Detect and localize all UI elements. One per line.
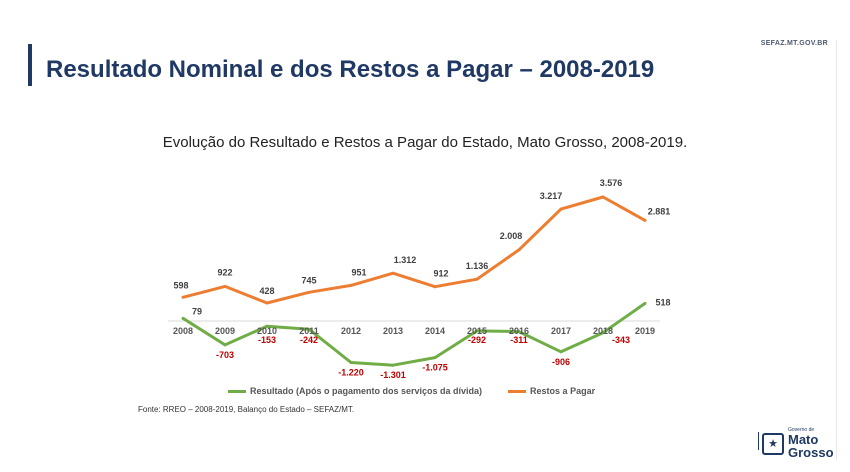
data-label-resultado: -292 xyxy=(468,335,486,345)
x-tick-label: 2016 xyxy=(509,326,529,336)
x-tick-label: 2009 xyxy=(215,326,235,336)
data-point xyxy=(559,207,563,211)
data-point xyxy=(223,284,227,288)
page-title: Resultado Nominal e dos Restos a Pagar –… xyxy=(46,56,655,83)
logo-text-grosso: Grosso xyxy=(788,445,834,460)
data-label-resultado: -1.301 xyxy=(380,370,406,380)
data-label-restos: 428 xyxy=(259,286,274,296)
series-line-restos xyxy=(182,195,646,305)
legend-label-resultado: Resultado (Após o pagamento dos serviços… xyxy=(250,386,483,396)
legend-label-restos: Restos a Pagar xyxy=(530,386,596,396)
data-point xyxy=(517,330,521,334)
x-tick-label: 2014 xyxy=(425,326,445,336)
x-tick-label: 2008 xyxy=(173,326,193,336)
data-point xyxy=(391,363,395,367)
x-tick-label: 2012 xyxy=(341,326,361,336)
data-label-restos: 3.576 xyxy=(600,178,623,188)
data-point xyxy=(433,356,437,360)
data-point xyxy=(181,316,185,320)
data-point xyxy=(643,218,647,222)
seal-icon: ★ xyxy=(762,432,784,455)
data-label-resultado: -906 xyxy=(552,357,570,367)
right-divider xyxy=(836,40,837,460)
legend-swatch-resultado xyxy=(228,389,246,393)
data-label-restos: 951 xyxy=(351,267,366,277)
source-note: Fonte: RREO – 2008-2019, Balanço do Esta… xyxy=(138,405,355,414)
site-url: SEFAZ.MT.GOV.BR xyxy=(760,40,828,47)
legend-item-resultado: Resultado (Após o pagamento dos serviços… xyxy=(228,386,482,396)
data-label-resultado: -311 xyxy=(510,335,528,345)
data-point xyxy=(307,290,311,294)
data-point xyxy=(433,285,437,289)
x-tick-label: 2018 xyxy=(593,326,613,336)
data-label-restos: 2.881 xyxy=(648,206,671,216)
data-label-resultado: 518 xyxy=(655,297,670,307)
data-label-restos: 1.312 xyxy=(394,255,417,265)
chart-title: Evolução do Resultado e Restos a Pagar d… xyxy=(162,134,688,151)
legend-item-restos: Restos a Pagar xyxy=(508,386,595,396)
data-point xyxy=(559,350,563,354)
series-line-resultado xyxy=(182,302,646,367)
data-point xyxy=(349,360,353,364)
x-tick-label: 2013 xyxy=(383,326,403,336)
data-label-resultado: -703 xyxy=(216,350,234,360)
legend-swatch-restos xyxy=(508,389,527,393)
logo-text-mato: Mato xyxy=(788,432,819,447)
data-point xyxy=(475,277,479,281)
chart-legend: Resultado (Após o pagamento dos serviços… xyxy=(228,386,595,396)
x-tick-label: 2017 xyxy=(551,326,571,336)
data-label-resultado: -1.075 xyxy=(422,363,448,373)
data-point xyxy=(391,271,395,275)
x-tick-label: 2015 xyxy=(467,326,487,336)
logo-small-text: Governo de xyxy=(788,427,815,433)
title-accent-bar xyxy=(28,44,32,86)
data-point xyxy=(223,343,227,347)
data-label-restos: 1.136 xyxy=(466,261,489,271)
data-label-restos: 3.217 xyxy=(540,191,563,201)
x-tick-label: 2019 xyxy=(635,326,655,336)
data-point xyxy=(181,295,185,299)
data-point xyxy=(349,283,353,287)
data-label-resultado: -343 xyxy=(612,335,630,345)
data-point xyxy=(517,248,521,252)
data-label-resultado: -153 xyxy=(258,335,276,345)
data-label-resultado: -242 xyxy=(300,335,318,345)
data-point xyxy=(265,324,269,328)
data-point xyxy=(601,195,605,199)
data-point xyxy=(643,301,647,305)
government-logo: ★ Governo de Mato Grosso xyxy=(762,428,834,459)
data-label-restos: 2.008 xyxy=(500,231,523,241)
data-label-restos: 745 xyxy=(301,275,316,285)
data-label-resultado: -1.220 xyxy=(338,367,364,377)
data-label-restos: 922 xyxy=(217,267,232,277)
data-label-resultado: 79 xyxy=(192,306,202,316)
data-label-restos: 912 xyxy=(433,269,448,279)
x-tick-label: 2011 xyxy=(299,326,319,336)
data-point xyxy=(475,329,479,333)
logo-secretaria-mark xyxy=(744,432,759,450)
data-point xyxy=(265,301,269,305)
data-point xyxy=(307,327,311,331)
x-tick-label: 2010 xyxy=(257,326,277,336)
data-point xyxy=(601,331,605,335)
data-label-restos: 598 xyxy=(173,280,188,290)
